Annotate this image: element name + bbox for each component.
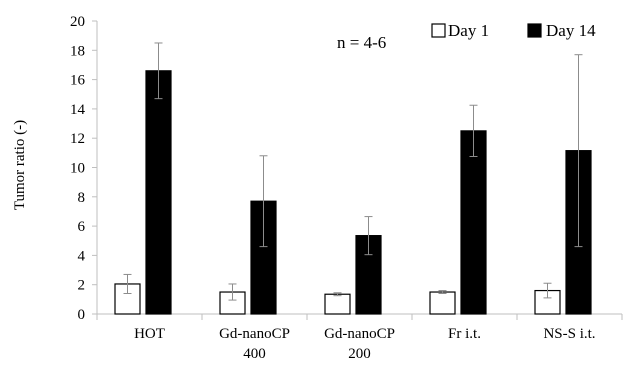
legend-swatch-day14 <box>527 23 542 38</box>
legend: Day 1 Day 14 <box>431 21 596 40</box>
y-tick-label: 16 <box>70 73 86 89</box>
y-tick-label: 0 <box>78 307 86 323</box>
x-category-label: Gd-nanoCP <box>219 326 290 342</box>
bars <box>114 70 592 315</box>
x-category-label: Fr i.t. <box>448 326 481 342</box>
y-tick-label: 4 <box>78 248 86 264</box>
y-tick-label: 8 <box>78 190 86 206</box>
y-tick-label: 20 <box>70 14 85 30</box>
x-category-label: 200 <box>348 346 371 362</box>
bar-day1 <box>324 293 351 315</box>
legend-swatch-day1 <box>431 23 446 38</box>
y-tick-label: 14 <box>70 102 86 118</box>
y-tick-label: 6 <box>78 219 86 235</box>
x-category-label: NS-S i.t. <box>543 326 595 342</box>
x-category-label: Gd-nanoCP <box>324 326 395 342</box>
legend-label-day14: Day 14 <box>546 21 596 40</box>
x-category-label: 400 <box>243 346 266 362</box>
bar-day1 <box>429 291 456 315</box>
x-axis-labels: HOT Gd-nanoCP 400 Gd-nanoCP 200 Fr i.t. NS-S i… <box>134 326 595 362</box>
legend-label-day1: Day 1 <box>448 21 489 40</box>
x-category-label: HOT <box>134 326 165 342</box>
y-tick-label: 2 <box>78 278 86 294</box>
bar-day14 <box>145 70 172 315</box>
bar-day14 <box>460 130 487 315</box>
y-tick-label: 12 <box>70 131 85 147</box>
error-bars <box>123 42 583 301</box>
annotation-n: n = 4-6 <box>337 33 386 52</box>
y-axis-label: Tumor ratio (-) <box>12 120 28 210</box>
y-axis-ticks: 0 2 4 6 8 10 12 14 16 18 20 <box>70 14 97 323</box>
y-tick-label: 10 <box>70 161 85 177</box>
y-tick-label: 18 <box>70 43 85 59</box>
